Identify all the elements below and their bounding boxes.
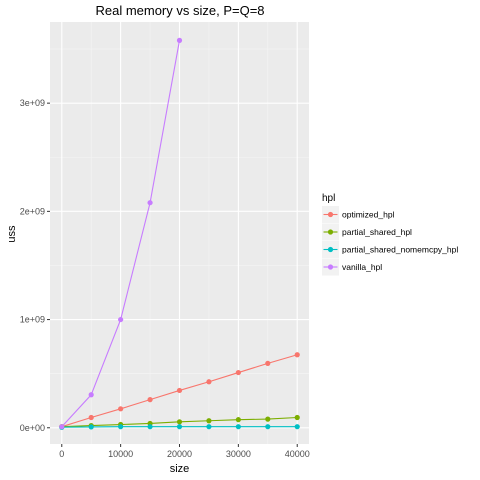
data-point-optimized_hpl — [235, 369, 241, 376]
data-point-partial_shared_hpl — [235, 417, 241, 423]
data-point-vanilla_hpl — [59, 424, 65, 430]
legend-label-partial_shared_nomemcpy_hpl: partial_shared_nomemcpy_hpl — [342, 245, 458, 255]
legend-label-vanilla_hpl: vanilla_hpl — [342, 262, 382, 272]
data-point-partial_shared_nomemcpy_hpl — [265, 424, 271, 430]
x-axis-title: size — [170, 463, 190, 475]
x-tick-label: 0 — [59, 449, 64, 459]
data-point-partial_shared_hpl — [206, 418, 212, 424]
y-tick-label: 3e+09 — [20, 98, 45, 108]
legend-key-optimized_hpl — [322, 206, 339, 223]
data-point-partial_shared_hpl — [265, 416, 271, 422]
x-tick-label: 40000 — [285, 449, 310, 459]
data-point-optimized_hpl — [176, 387, 183, 394]
x-axis: 0 10000 20000 30000 40000 — [59, 444, 310, 459]
data-point-partial_shared_nomemcpy_hpl — [147, 424, 153, 430]
legend-key-partial_shared_nomemcpy_hpl — [322, 241, 339, 258]
data-point-partial_shared_nomemcpy_hpl — [118, 424, 124, 430]
y-tick-label: 1e+09 — [20, 315, 45, 325]
legend: hpl optimized_hpl partial_shared_hplparti… — [322, 193, 458, 276]
y-tick-label: 2e+09 — [20, 206, 45, 216]
data-point-optimized_hpl — [265, 360, 271, 366]
data-point-optimized_hpl — [147, 397, 153, 403]
data-point-partial_shared_nomemcpy_hpl — [235, 424, 241, 430]
y-axis: 0e+00 1e+09 2e+09 3e+09 — [20, 98, 50, 433]
legend-label-optimized_hpl: optimized_hpl — [342, 210, 395, 220]
x-tick-label: 10000 — [108, 449, 133, 459]
legend-key-partial_shared_hpl — [322, 223, 339, 241]
data-point-partial_shared_nomemcpy_hpl — [88, 424, 94, 430]
data-point-partial_shared_nomemcpy_hpl — [206, 424, 212, 430]
data-point-optimized_hpl — [294, 352, 300, 358]
data-point-optimized_hpl — [206, 379, 212, 385]
y-axis-title: uss — [6, 225, 18, 243]
x-tick-label: 20000 — [167, 449, 192, 459]
legend-label-partial_shared_hpl: partial_shared_hpl — [342, 227, 412, 237]
y-tick-label: 0e+00 — [20, 423, 45, 433]
chart-title: Real memory vs size, P=Q=8 — [95, 3, 264, 18]
data-point-vanilla_hpl — [118, 316, 124, 323]
data-point-vanilla_hpl — [147, 200, 153, 206]
legend-key-vanilla_hpl — [322, 258, 339, 276]
data-point-optimized_hpl — [118, 406, 124, 412]
legend-title: hpl — [322, 193, 335, 204]
data-point-partial_shared_hpl — [294, 414, 300, 421]
data-point-partial_shared_nomemcpy_hpl — [294, 424, 300, 430]
data-point-partial_shared_hpl — [176, 419, 183, 425]
data-point-vanilla_hpl — [88, 392, 94, 398]
x-tick-label: 30000 — [226, 449, 251, 459]
data-point-optimized_hpl — [88, 414, 94, 421]
data-point-vanilla_hpl — [176, 37, 183, 43]
data-point-partial_shared_nomemcpy_hpl — [176, 424, 183, 430]
series-points — [59, 37, 300, 430]
